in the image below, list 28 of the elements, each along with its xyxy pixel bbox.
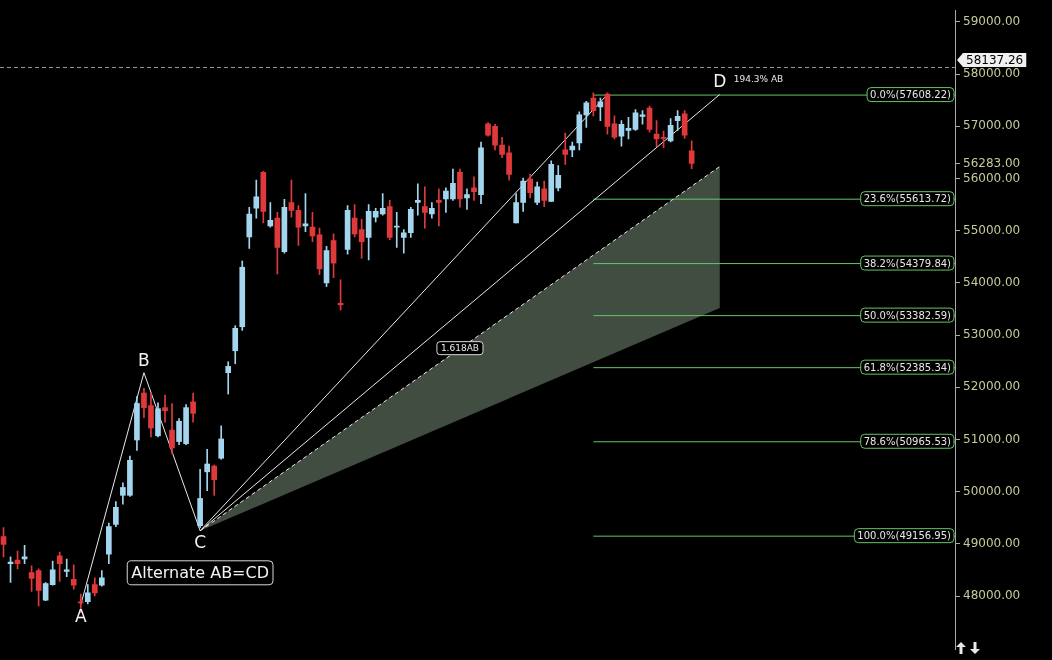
y-tick-label: 50000.00 (963, 483, 1021, 498)
ref-line-label: 61.8%(52385.34) (863, 361, 952, 373)
y-tick-label: 59000.00 (963, 14, 1021, 29)
data-label: A (74, 605, 87, 626)
data-label: C (194, 531, 207, 552)
y-tick-label: 53000.00 (963, 327, 1021, 342)
y-tick-label: 51000.00 (963, 431, 1021, 446)
y-tick-label: 55000.00 (963, 222, 1021, 237)
y-tick-label: 54000.00 (963, 275, 1021, 290)
ref-line-label: 38.2%(54379.84) (863, 257, 952, 269)
annotation: Alternate AB=CD (131, 562, 270, 582)
annotation: 194.3% AB (733, 73, 784, 84)
y-tick-label: 48000.00 (963, 588, 1021, 603)
ref-line-label: 23.6%(55613.72) (863, 193, 952, 205)
ref-line-label: 58137.26 (966, 53, 1024, 68)
annotation: 1.618AB (440, 343, 479, 353)
y-tick-label: 58000.00 (963, 66, 1021, 81)
data-label: B (138, 349, 150, 370)
ref-line-label: 78.6%(50965.53) (863, 435, 952, 447)
y-tick-label: 52000.00 (963, 379, 1021, 394)
data-label: D (713, 71, 727, 92)
y-tick-label: 49000.00 (963, 535, 1021, 550)
y-tick-label: 57000.00 (963, 118, 1021, 133)
ref-line-label: 50.0%(53382.59) (863, 309, 952, 321)
y-tick-label: 56000.00 (963, 170, 1021, 185)
ref-line-label: 0.0%(57608.22) (870, 89, 952, 101)
ref-line-label: 100.0%(49156.95) (857, 530, 952, 542)
y-tick-label: 56283.00 (963, 155, 1021, 170)
